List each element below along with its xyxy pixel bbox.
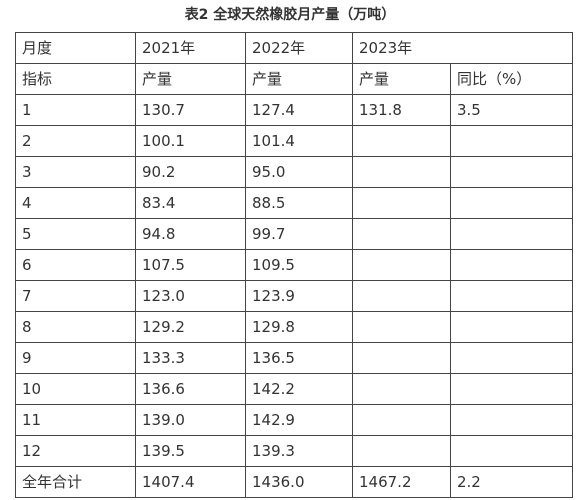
table-cell: 产量 [245,63,353,95]
empty-cell [450,125,573,157]
table-cell: 产量 [135,63,246,95]
empty-cell [352,342,451,374]
table-cell: 139.5 [135,435,246,467]
data-row: 1 130.7 127.4 131.8 3.5 [15,94,573,126]
data-row: 11 139.0 142.9 [15,404,573,436]
table-cell: 95.0 [245,156,353,188]
table-cell: 129.2 [135,311,246,343]
table-cell: 139.0 [135,404,246,436]
empty-cell [352,249,451,281]
empty-cell [352,156,451,188]
data-row: 8 129.2 129.8 [15,311,573,343]
table-cell: 10 [15,373,136,405]
empty-cell [450,249,573,281]
empty-cell [450,435,573,467]
data-row: 全年合计 1407.4 1436.0 1467.2 2.2 [15,466,573,498]
header-row: 指标 产量 产量 产量 同比（%） [15,63,573,95]
table-cell: 指标 [15,63,136,95]
table-cell: 8 [15,311,136,343]
table-cell: 127.4 [245,94,353,126]
empty-cell [450,218,573,250]
table-cell: 4 [15,187,136,219]
table-cell: 99.7 [245,218,353,250]
empty-cell [352,435,451,467]
empty-cell [450,342,573,374]
table-cell: 11 [15,404,136,436]
table-cell: 2023年 [352,32,573,64]
table-cell: 3 [15,156,136,188]
data-row: 3 90.2 95.0 [15,156,573,188]
table-cell: 83.4 [135,187,246,219]
table-cell: 6 [15,249,136,281]
table-cell: 月度 [15,32,136,64]
header-row: 月度 2021年 2022年 2023年 [15,32,573,64]
empty-cell [352,373,451,405]
empty-cell [352,187,451,219]
table-cell: 2.2 [450,466,573,498]
empty-cell [450,404,573,436]
table-cell: 88.5 [245,187,353,219]
empty-cell [352,280,451,312]
table-cell: 1407.4 [135,466,246,498]
empty-cell [352,404,451,436]
empty-cell [450,280,573,312]
empty-cell [352,125,451,157]
empty-cell [352,218,451,250]
data-row: 10 136.6 142.2 [15,373,573,405]
table-cell: 139.3 [245,435,353,467]
table-title: 表2 全球天然橡胶月产量（万吨） [184,7,396,23]
data-row: 6 107.5 109.5 [15,249,573,281]
table-cell: 94.8 [135,218,246,250]
table-cell: 100.1 [135,125,246,157]
table-cell: 7 [15,280,136,312]
table-cell: 1436.0 [245,466,353,498]
table-cell: 136.6 [135,373,246,405]
table-cell: 2022年 [245,32,353,64]
table-cell: 同比（%） [450,63,573,95]
table-cell: 5 [15,218,136,250]
table-cell: 142.2 [245,373,353,405]
empty-cell [352,311,451,343]
empty-cell [450,311,573,343]
empty-cell [450,156,573,188]
data-row: 5 94.8 99.7 [15,218,573,250]
empty-cell [450,373,573,405]
table-cell: 129.8 [245,311,353,343]
empty-cell [450,187,573,219]
data-table: 月度 2021年 2022年 2023年 指标 产量 产量 产量 同比（%） 1 130.7 127.… [15,32,573,498]
table-cell: 产量 [352,63,451,95]
table-cell: 2021年 [135,32,246,64]
table-cell: 109.5 [245,249,353,281]
table-cell: 12 [15,435,136,467]
table-cell: 136.5 [245,342,353,374]
table-cell: 107.5 [135,249,246,281]
table-cell: 123.9 [245,280,353,312]
table-cell: 1467.2 [352,466,451,498]
table-cell: 2 [15,125,136,157]
table-cell: 133.3 [135,342,246,374]
table-cell: 101.4 [245,125,353,157]
data-row: 7 123.0 123.9 [15,280,573,312]
data-row: 4 83.4 88.5 [15,187,573,219]
table-cell: 9 [15,342,136,374]
table-cell: 142.9 [245,404,353,436]
table-cell: 123.0 [135,280,246,312]
table-cell: 全年合计 [15,466,136,498]
data-row: 12 139.5 139.3 [15,435,573,467]
table-cell: 130.7 [135,94,246,126]
data-row: 9 133.3 136.5 [15,342,573,374]
table-cell: 131.8 [352,94,451,126]
table-cell: 90.2 [135,156,246,188]
table-cell: 3.5 [450,94,573,126]
table-cell: 1 [15,94,136,126]
data-row: 2 100.1 101.4 [15,125,573,157]
